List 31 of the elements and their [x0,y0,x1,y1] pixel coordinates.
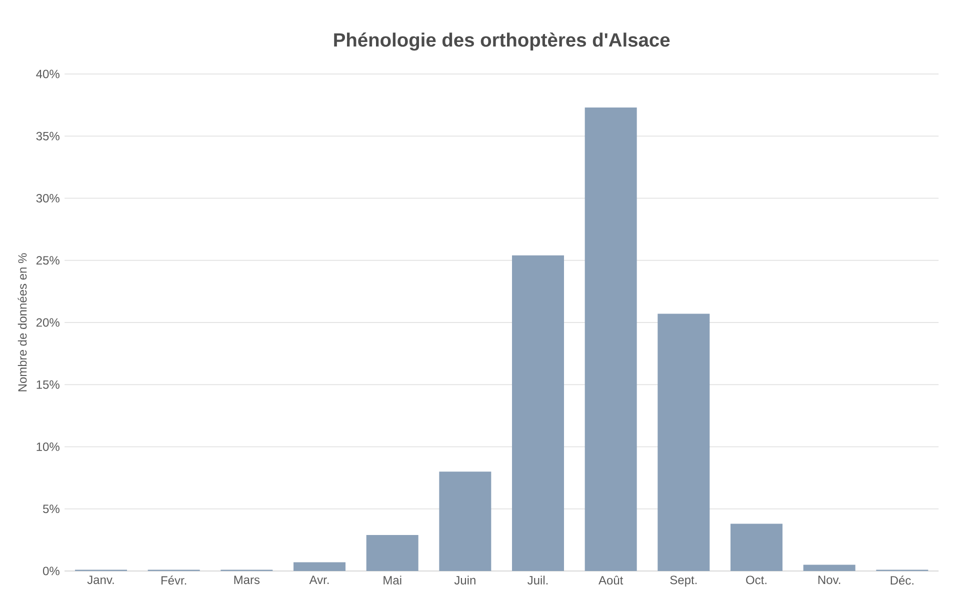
x-tick-label: Janv. [87,576,114,584]
y-tick-label: 25% [36,256,60,265]
y-tick-label: 35% [36,132,60,140]
x-tick-label: Oct. [746,576,766,584]
x-tick-label: Juil. [528,576,548,585]
bar [658,314,710,571]
y-tick-label: 40% [36,70,60,78]
chart-title: Phénologie des orthoptères d'Alsace [334,32,670,51]
x-tick-label: Déc. [890,576,914,585]
y-tick-label: 10% [36,442,60,451]
x-tick-label: Févr. [161,576,186,585]
y-tick-label: 30% [36,194,60,202]
bar [584,108,637,571]
bar [366,534,418,571]
x-tick-label: Nov. [818,576,840,584]
y-tick-label: 5% [43,504,60,514]
x-tick-label: Avr. [309,576,329,584]
x-tick-label: Août [598,576,624,585]
bar [512,255,564,571]
bar [294,562,346,571]
y-tick-label: 15% [36,380,60,389]
y-axis-title: Nombre de données en % [18,253,27,392]
y-tick-label: 0% [42,566,60,576]
x-tick-label: Sept. [670,576,697,587]
bar [803,564,856,571]
bar [730,524,782,571]
x-tick-label: Juin [454,576,476,585]
x-tick-label: Mai [384,576,402,585]
x-tick-label: Mars [234,576,260,584]
y-tick-label: 20% [36,318,60,327]
bar [439,472,492,571]
